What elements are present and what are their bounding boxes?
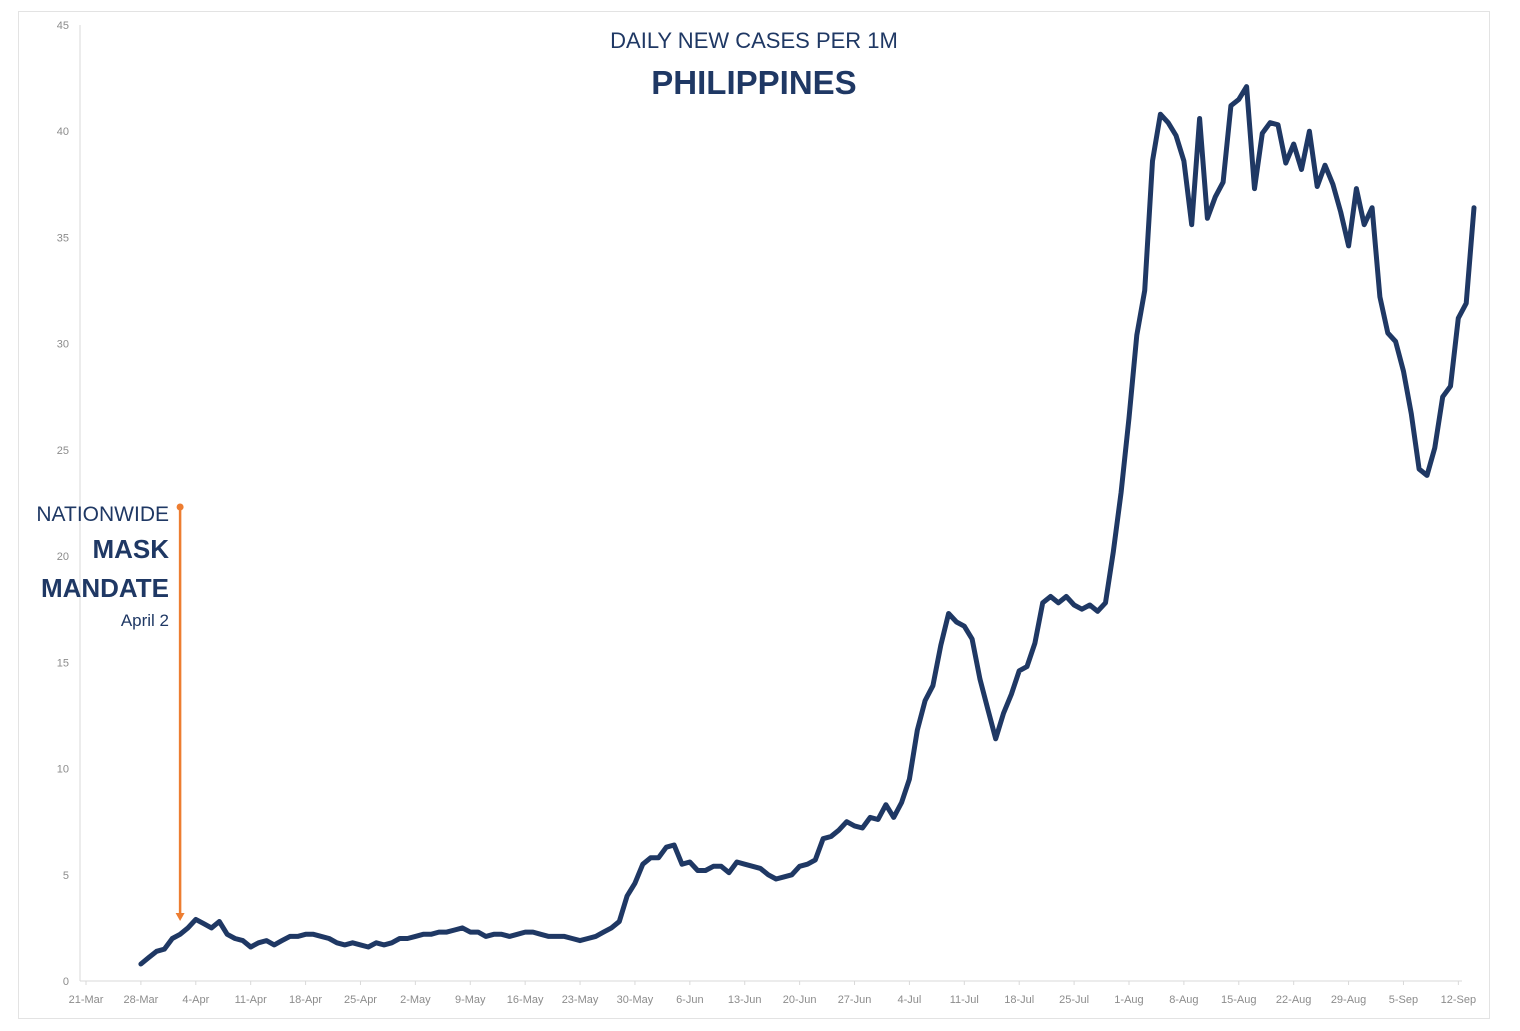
x-tick-label: 11-Jul	[950, 994, 979, 1006]
x-tick-label: 18-Apr	[289, 994, 322, 1006]
y-tick-label: 45	[57, 20, 69, 32]
x-tick-label: 27-Jun	[838, 994, 872, 1006]
x-tick-label: 22-Aug	[1276, 994, 1311, 1006]
mask-mandate-annotation	[175, 503, 185, 921]
x-tick-label: 1-Aug	[1114, 994, 1143, 1006]
x-tick-label: 6-Jun	[676, 994, 704, 1006]
x-tick-label: 4-Jul	[897, 994, 921, 1006]
chart-axes	[79, 25, 1462, 982]
y-tick-label: 35	[57, 232, 69, 244]
x-tick-label: 15-Aug	[1221, 994, 1256, 1006]
chart-frame	[18, 11, 1490, 1019]
x-tick-label: 12-Sep	[1441, 994, 1476, 1006]
x-tick-label: 28-Mar	[123, 994, 158, 1006]
x-tick-label: 2-May	[400, 994, 431, 1006]
y-tick-label: 10	[57, 764, 69, 776]
x-tick-label: 25-Jul	[1059, 994, 1089, 1006]
series-line	[138, 84, 1477, 967]
x-tick-label: 13-Jun	[728, 994, 762, 1006]
annotation-line-mandate: MANDATE	[41, 573, 169, 603]
x-tick-label: 21-Mar	[69, 994, 104, 1006]
chart-subtitle: PHILIPPINES	[651, 64, 856, 101]
x-tick-label: 20-Jun	[783, 994, 817, 1006]
series-group	[138, 84, 1477, 967]
x-tick-label: 29-Aug	[1331, 994, 1366, 1006]
y-tick-label: 20	[57, 551, 69, 563]
x-tick-label: 4-Apr	[182, 994, 209, 1006]
x-tick-label: 25-Apr	[344, 994, 377, 1006]
y-axis-ticks: 0 5 10 15 20 25 30 35 40 45	[57, 20, 69, 988]
x-tick-label: 5-Sep	[1389, 994, 1418, 1006]
y-tick-label: 30	[57, 339, 69, 351]
y-tick-label: 5	[63, 870, 69, 882]
x-tick-label: 23-May	[562, 994, 599, 1006]
x-tick-label: 30-May	[617, 994, 654, 1006]
x-tick-label: 8-Aug	[1169, 994, 1198, 1006]
x-tick-label: 18-Jul	[1004, 994, 1034, 1006]
y-tick-label: 25	[57, 445, 69, 457]
annotation-line-nationwide: NATIONWIDE	[36, 503, 169, 526]
chart-title: DAILY NEW CASES PER 1M	[610, 28, 898, 53]
x-tick-label: 9-May	[455, 994, 486, 1006]
annotation-line-mask: MASK	[92, 534, 169, 564]
y-tick-label: 15	[57, 657, 69, 669]
y-tick-label: 0	[63, 976, 69, 988]
x-tick-label: 16-May	[507, 994, 544, 1006]
annotation-arrowhead	[175, 913, 185, 921]
annotation-arrow-start-dot	[176, 503, 184, 511]
annotation-line-date: April 2	[121, 611, 169, 630]
x-tick-label: 11-Apr	[235, 994, 268, 1006]
x-axis-ticks: 21-Mar 28-Mar 4-Apr 11-Apr 18-Apr 25-Apr 2-May…	[69, 981, 1476, 1006]
y-tick-label: 40	[57, 126, 69, 138]
